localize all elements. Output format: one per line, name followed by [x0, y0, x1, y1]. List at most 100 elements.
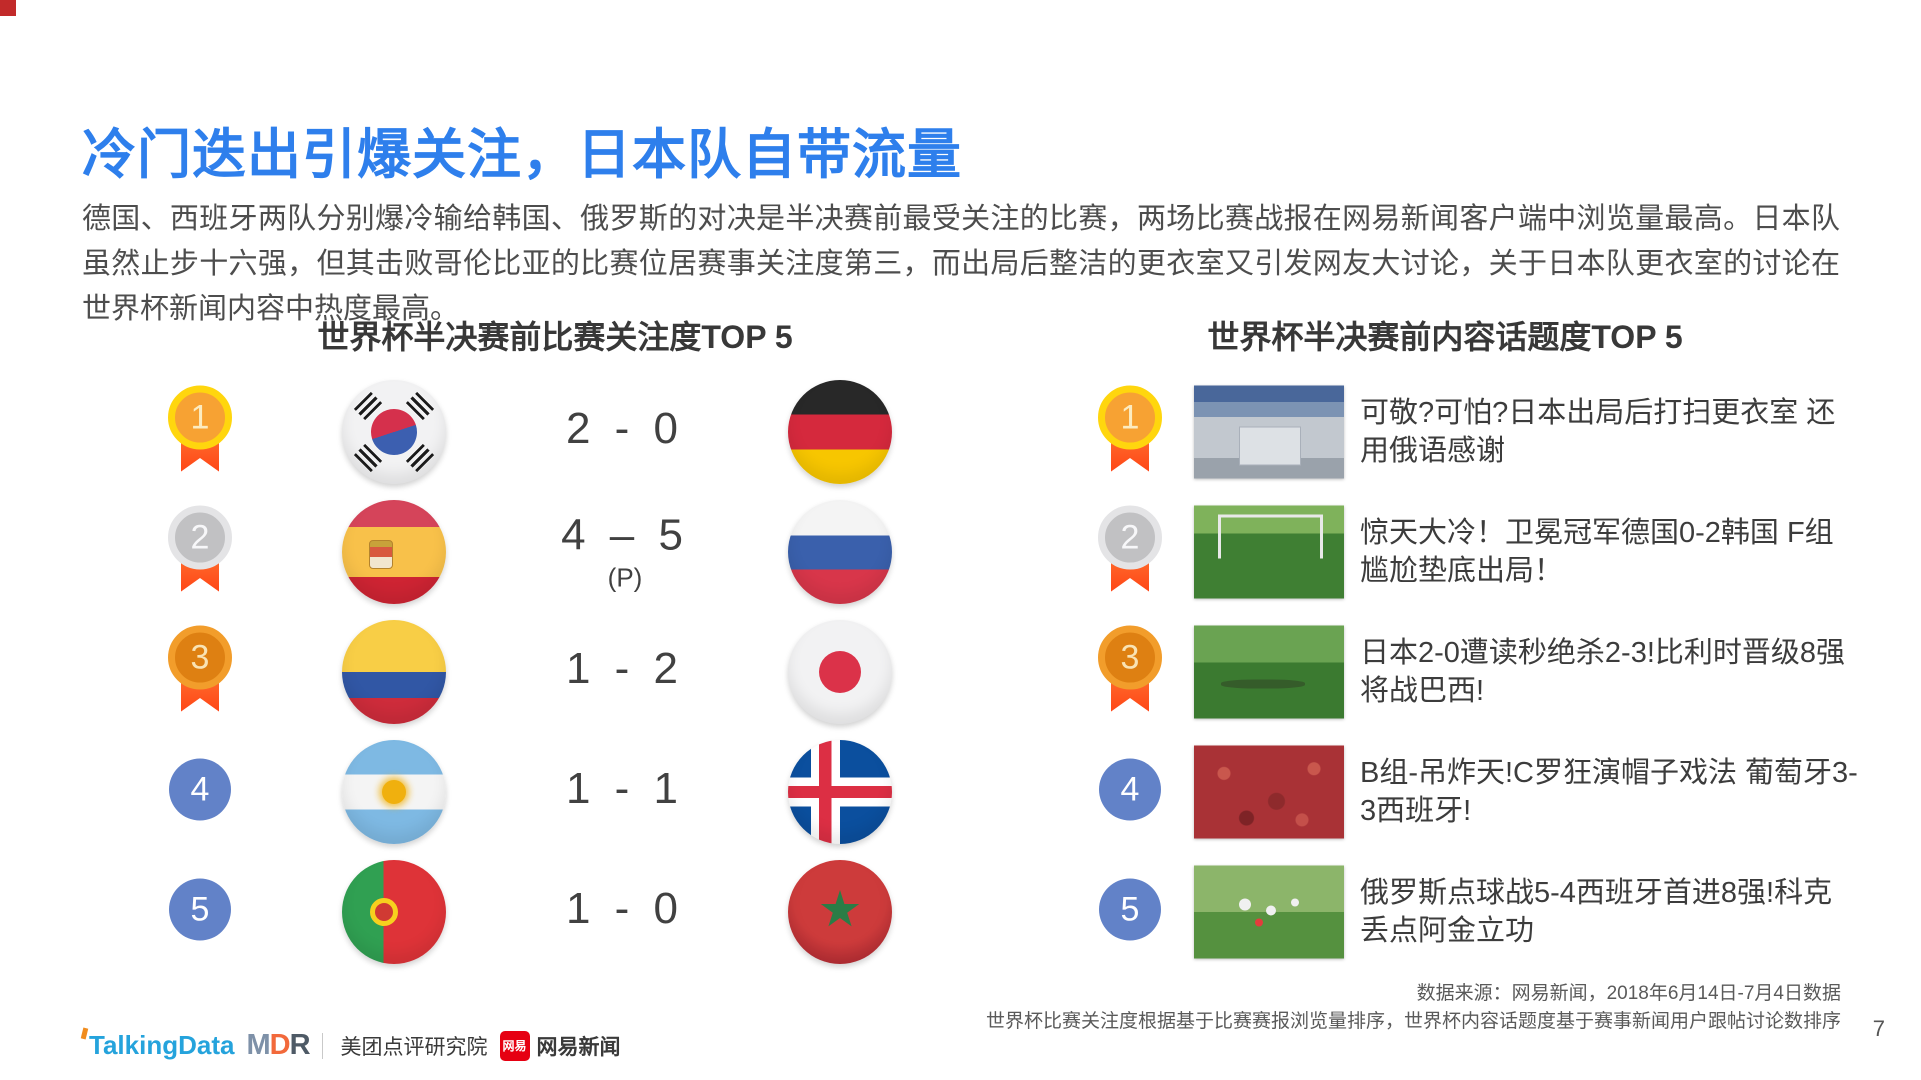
japan-locker-room-photo — [1194, 385, 1344, 479]
topic-row-1: 1 可敬?可怕?日本出局后打扫更衣室 还用俄语感谢 — [1095, 372, 1865, 492]
talkingdata-logo-text: TalkingData — [89, 1030, 235, 1060]
score-note — [525, 696, 725, 700]
slide-corner-mark — [0, 0, 16, 16]
bronze-medal-icon: 3 — [165, 625, 235, 712]
south-korea-flag-icon — [342, 380, 446, 484]
medal-circle: 2 — [1098, 505, 1162, 570]
news-headline: 日本2-0遭读秒绝杀2-3!比利时晋级8强将战巴西! — [1360, 637, 1846, 707]
mdr-letter-d: D — [269, 1029, 291, 1061]
rank-number: 5 — [1120, 890, 1140, 929]
mdr-letter-r: R — [289, 1029, 311, 1061]
germany-flag-icon — [788, 380, 892, 484]
portugal-emblem-icon — [369, 898, 398, 926]
bronze-medal-icon: 3 — [1095, 625, 1165, 712]
medal-circle: 5 — [1099, 878, 1161, 941]
rank-number: 1 — [190, 398, 210, 437]
score-cell: 1 - 0 — [525, 884, 725, 940]
match-row-5: 5 1 - 0 — [165, 852, 955, 972]
netease-app-icon: 网易 — [499, 1030, 530, 1061]
rank-number: 5 — [190, 890, 210, 929]
rank-number: 3 — [190, 638, 210, 677]
rank-number: 3 — [1120, 638, 1140, 677]
score-cell: 4 – 5 (P) — [525, 511, 725, 594]
news-headline: 俄罗斯点球战5-4西班牙首进8强!科克丢点阿金立功 — [1360, 877, 1833, 947]
medal-circle: 4 — [169, 758, 231, 821]
rank-number: 2 — [1120, 518, 1140, 557]
footer-logos: TalkingData M D R 美团点评研究院 网易 网易新闻 — [80, 1027, 621, 1062]
right-panel-title: 世界杯半决赛前内容话题度TOP 5 — [1207, 319, 1683, 355]
russia-flag-icon — [788, 500, 892, 604]
talkingdata-tick-icon — [80, 1027, 89, 1040]
spain-crest-icon — [369, 539, 394, 569]
spain-flag-icon — [342, 500, 446, 604]
news-headline: B组-吊炸天!C罗狂演帽子戏法 葡萄牙3-3西班牙! — [1360, 757, 1858, 827]
morocco-star-icon — [820, 890, 860, 927]
mdr-letter-m: M — [246, 1029, 270, 1061]
rank-number: 4 — [190, 770, 210, 809]
match-row-4: 4 1 - 1 — [165, 732, 955, 852]
score-note — [525, 816, 725, 820]
rank-number: 2 — [190, 518, 210, 557]
japan-flag-icon — [788, 620, 892, 724]
news-headline: 可敬?可怕?日本出局后打扫更衣室 还用俄语感谢 — [1360, 397, 1836, 467]
topic-row-5: 5 俄罗斯点球战5-4西班牙首进8强!科克丢点阿金立功 — [1095, 852, 1865, 972]
silver-medal-icon: 2 — [1095, 505, 1165, 592]
left-panel-title: 世界杯半决赛前比赛关注度TOP 5 — [317, 319, 793, 355]
meituan-dianping-logo: M D R — [246, 1029, 311, 1062]
medal-circle: 3 — [1098, 625, 1162, 690]
source-line-1: 数据来源：网易新闻，2018年6月14日-7月4日数据 — [1416, 983, 1841, 1004]
score-note — [525, 936, 725, 940]
japan-belgium-match-photo — [1194, 625, 1344, 719]
score-cell: 2 - 0 — [525, 404, 725, 460]
rank-number: 1 — [1120, 398, 1140, 437]
data-source-note: 数据来源：网易新闻，2018年6月14日-7月4日数据 世界杯比赛关注度根据基于… — [986, 980, 1841, 1036]
netease-news-label: 网易新闻 — [536, 1035, 621, 1059]
colombia-flag-icon — [342, 620, 446, 724]
rank-4-badge: 4 — [1095, 758, 1165, 821]
medal-circle: 1 — [168, 385, 232, 450]
rank-number: 4 — [1120, 770, 1140, 809]
russia-spain-celebration-photo — [1194, 865, 1344, 959]
logo-divider — [321, 1032, 323, 1059]
gold-medal-icon: 1 — [1095, 385, 1165, 472]
talkingdata-logo: TalkingData — [80, 1027, 235, 1061]
match-score: 4 – 5 — [561, 510, 689, 560]
netease-news-logo: 网易 网易新闻 — [499, 1030, 621, 1061]
match-row-1: 1 2 - 0 — [165, 372, 955, 492]
rank-5-badge: 5 — [1095, 878, 1165, 941]
argentina-flag-icon — [342, 740, 446, 844]
japan-sun-icon — [819, 651, 861, 693]
rank-5-badge: 5 — [165, 878, 235, 941]
medal-circle: 1 — [1098, 385, 1162, 450]
match-ranking-table: 1 2 - 0 2 4 – 5 ( — [165, 372, 955, 972]
score-cell: 1 - 1 — [525, 764, 725, 820]
topic-ranking-table: 1 可敬?可怕?日本出局后打扫更衣室 还用俄语感谢 2 惊天大冷！卫冕冠军德国0… — [1095, 372, 1865, 972]
match-score: 1 - 0 — [565, 884, 685, 933]
topic-row-4: 4 B组-吊炸天!C罗狂演帽子戏法 葡萄牙3-3西班牙! — [1095, 732, 1865, 852]
silver-medal-icon: 2 — [165, 505, 235, 592]
medal-circle: 5 — [169, 878, 231, 941]
match-score: 1 - 2 — [565, 644, 685, 693]
gold-medal-icon: 1 — [165, 385, 235, 472]
germany-korea-match-photo — [1194, 505, 1344, 599]
score-cell: 1 - 2 — [525, 644, 725, 700]
medal-circle: 3 — [168, 625, 232, 690]
medal-circle: 2 — [168, 505, 232, 570]
page-title: 冷门迭出引爆关注，日本队自带流量 — [82, 125, 962, 186]
source-line-2: 世界杯比赛关注度根据基于比赛赛报浏览量排序，世界杯内容话题度基于赛事新闻用户跟帖… — [985, 1011, 1841, 1032]
topic-row-2: 2 惊天大冷！卫冕冠军德国0-2韩国 F组尴尬垫底出局！ — [1095, 492, 1865, 612]
match-score: 1 - 1 — [565, 764, 685, 813]
match-row-2: 2 4 – 5 (P) — [165, 492, 955, 612]
score-note: (P) — [607, 562, 643, 593]
news-headline: 惊天大冷！卫冕冠军德国0-2韩国 F组尴尬垫底出局！ — [1360, 517, 1834, 587]
match-score: 2 - 0 — [565, 404, 685, 453]
iceland-flag-icon — [788, 740, 892, 844]
morocco-flag-icon — [788, 860, 892, 964]
score-note — [525, 456, 725, 460]
topic-row-3: 3 日本2-0遭读秒绝杀2-3!比利时晋级8强将战巴西! — [1095, 612, 1865, 732]
rank-4-badge: 4 — [165, 758, 235, 821]
medal-circle: 4 — [1099, 758, 1161, 821]
page-number: 7 — [1872, 1016, 1885, 1041]
summary-paragraph: 德国、西班牙两队分别爆冷输给韩国、俄罗斯的对决是半决赛前最受关注的比赛，两场比赛… — [82, 203, 1840, 325]
